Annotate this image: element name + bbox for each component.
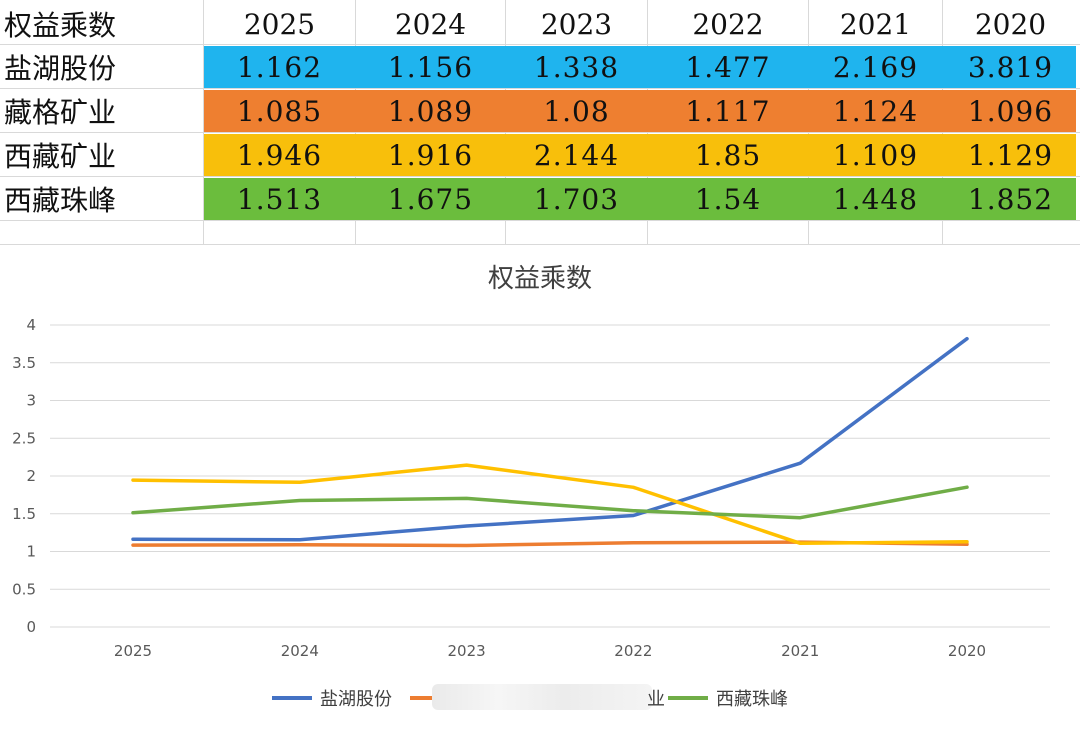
legend-item-partial: 业	[647, 686, 665, 710]
series-line	[131, 336, 969, 542]
table-cell: 1.129	[967, 138, 1054, 172]
table-cell: 1.477	[685, 50, 771, 84]
legend-swatch	[272, 696, 312, 700]
table-cell: 1.852	[967, 182, 1054, 216]
legend-item-zangge	[410, 686, 452, 710]
x-tick-label: 2024	[281, 642, 319, 660]
y-tick-label: 4	[26, 316, 36, 334]
table-gridline	[0, 88, 1080, 89]
legend-label: 业	[647, 689, 665, 710]
legend-swatch	[668, 696, 708, 700]
table-cell: 1.096	[967, 94, 1054, 128]
table-gridline	[0, 132, 1080, 133]
table-cell: 1.117	[685, 94, 771, 128]
table-cell: 1.089	[387, 94, 474, 128]
table-row-band	[204, 178, 1076, 220]
table-header-year: 2020	[974, 7, 1047, 41]
table-row-band	[204, 90, 1076, 132]
y-tick-label: 0.5	[12, 580, 36, 598]
x-tick-label: 2020	[948, 642, 986, 660]
table-gridline	[0, 244, 1080, 245]
y-tick-label: 1.5	[12, 505, 36, 523]
chart-title: 权益乘数	[487, 264, 592, 294]
table-row-label: 藏格矿业	[4, 96, 117, 129]
x-tick-label: 2022	[614, 642, 652, 660]
legend-item-zhufeng: 西藏珠峰	[668, 686, 788, 710]
table-cell: 1.85	[694, 138, 762, 172]
table-cell: 1.703	[533, 182, 620, 216]
y-tick-label: 1	[26, 543, 36, 561]
table-cell: 1.448	[832, 182, 919, 216]
legend-item-yanhu: 盐湖股份	[272, 686, 392, 710]
table-cell: 1.946	[236, 138, 323, 172]
y-tick-label: 3	[26, 392, 36, 410]
table-header-year: 2021	[839, 7, 912, 41]
y-tick-label: 3.5	[12, 354, 36, 372]
table-cell: 1.338	[533, 50, 620, 84]
x-tick-label: 2025	[114, 642, 152, 660]
y-tick-label: 2.5	[12, 429, 36, 447]
table-cell: 1.54	[694, 182, 762, 216]
x-tick-label: 2023	[448, 642, 486, 660]
table-gridline	[0, 220, 1080, 221]
table-cell: 1.109	[832, 138, 919, 172]
table-header-year: 2023	[540, 7, 613, 41]
legend-label: 西藏珠峰	[716, 689, 788, 710]
table-cell: 1.916	[387, 138, 474, 172]
line-chart: 0 0.5 1 1.5 2 2.5 3 3.5 4 2025 2024 2023 2022 2021 202…	[12, 316, 1050, 660]
table-gridline	[203, 0, 204, 245]
table-cell: 1.162	[236, 50, 323, 84]
legend-label: 盐湖股份	[320, 689, 392, 710]
table-cell: 1.156	[387, 50, 474, 84]
table-header-year: 2025	[243, 7, 316, 41]
equity-multiplier-table: 权益乘数 2025 2024 2023 2022 2021 2020 盐湖股份 …	[0, 0, 1080, 245]
x-tick-label: 2021	[781, 642, 819, 660]
table-row-label: 西藏珠峰	[4, 184, 117, 217]
table-cell: 1.08	[543, 94, 610, 128]
table-gridline	[0, 176, 1080, 177]
legend-swatch	[410, 696, 444, 700]
y-tick-label: 0	[26, 618, 36, 636]
table-row-label: 盐湖股份	[4, 52, 117, 85]
series-line	[131, 485, 969, 520]
table-cell: 1.124	[832, 94, 919, 128]
legend-obscured-region	[432, 684, 652, 710]
y-tick-label: 2	[26, 467, 36, 485]
table-corner-label: 权益乘数	[4, 9, 117, 42]
table-header-year: 2022	[692, 7, 764, 41]
table-cell: 1.513	[236, 182, 323, 216]
table-gridline	[0, 44, 1080, 45]
series-line	[131, 463, 969, 546]
table-row-band	[204, 46, 1076, 88]
table-row-band	[204, 134, 1076, 176]
table-cell: 2.144	[533, 138, 620, 172]
table-cell: 3.819	[967, 50, 1054, 84]
table-cell: 2.169	[832, 50, 919, 84]
table-row-label: 西藏矿业	[4, 140, 117, 173]
table-cell: 1.085	[236, 94, 323, 128]
table-cell: 1.675	[387, 182, 474, 216]
table-header-year: 2024	[394, 7, 467, 41]
